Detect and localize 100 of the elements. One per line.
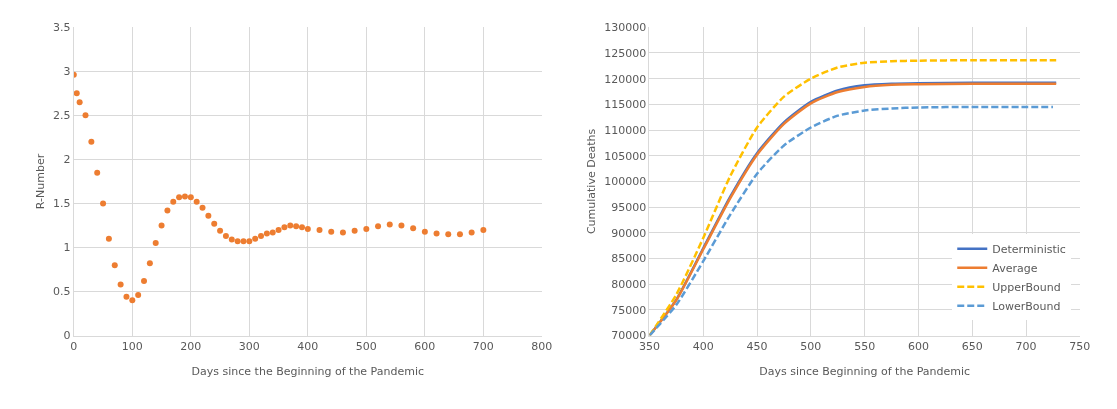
point xyxy=(129,297,136,304)
point xyxy=(304,226,311,233)
point xyxy=(433,230,440,237)
point xyxy=(152,240,159,247)
point xyxy=(258,233,265,240)
point xyxy=(328,228,335,235)
point xyxy=(298,224,305,231)
x-tick-label: 600 xyxy=(414,339,436,353)
x-tick-label: 300 xyxy=(238,339,260,353)
y-tick-label: 1.5 xyxy=(53,197,71,211)
y-tick-label: 3 xyxy=(63,65,71,79)
point xyxy=(363,226,370,233)
point xyxy=(176,194,183,201)
y-tick-label: 80000 xyxy=(611,278,647,292)
point xyxy=(263,230,270,237)
x-axis-title: Days since Beginning of the Pandemic xyxy=(759,365,971,378)
y-axis-title: Cumulative Deaths xyxy=(584,128,598,235)
y-tick-label: 2.5 xyxy=(53,109,71,123)
point xyxy=(222,233,229,240)
point xyxy=(111,262,118,269)
y-tick-label: 75000 xyxy=(611,303,647,317)
point xyxy=(421,228,428,235)
point xyxy=(217,227,224,234)
point xyxy=(410,225,417,232)
point xyxy=(73,90,80,97)
point xyxy=(158,222,165,229)
point xyxy=(193,198,200,205)
point xyxy=(269,229,276,236)
x-axis-title: Days since the Beginning of the Pandemic xyxy=(191,365,425,378)
x-tick-label: 600 xyxy=(907,339,929,353)
point xyxy=(181,193,188,200)
point xyxy=(164,207,171,214)
x-tick-label: 500 xyxy=(355,339,377,353)
y-tick-label: 130000 xyxy=(604,21,647,35)
point xyxy=(199,204,206,211)
point xyxy=(293,223,300,230)
y-tick-label: 85000 xyxy=(611,252,647,266)
y-tick-label: 2 xyxy=(63,153,71,167)
point xyxy=(205,212,212,219)
point xyxy=(375,223,382,230)
x-tick-label: 800 xyxy=(531,339,553,353)
y-tick-label: 1 xyxy=(63,241,71,255)
point xyxy=(123,293,130,300)
x-tick-label: 200 xyxy=(180,339,202,353)
legend-label: Average xyxy=(992,261,1038,275)
point xyxy=(339,229,346,236)
point xyxy=(480,226,487,233)
y-axis-title: R-Number xyxy=(33,153,47,210)
point xyxy=(135,292,142,299)
y-tick-label: 100000 xyxy=(604,175,647,189)
y-tick-label: 3.5 xyxy=(53,21,71,35)
point xyxy=(281,224,288,231)
point xyxy=(240,238,247,245)
x-tick-label: 750 xyxy=(1069,339,1091,353)
y-tick-label: 90000 xyxy=(611,226,647,240)
point xyxy=(246,238,253,245)
point xyxy=(445,231,452,238)
y-tick-label: 115000 xyxy=(604,98,647,112)
point xyxy=(287,222,294,229)
point xyxy=(398,222,405,229)
point xyxy=(141,277,148,284)
y-tick-label: 0.5 xyxy=(53,285,71,299)
legend-label: UpperBound xyxy=(992,280,1061,294)
point xyxy=(316,226,323,233)
point xyxy=(468,229,475,236)
x-tick-label: 500 xyxy=(800,339,822,353)
y-tick-label: 95000 xyxy=(611,200,647,214)
point xyxy=(100,200,107,207)
point xyxy=(76,99,83,106)
y-tick-label: 0 xyxy=(63,329,71,343)
point xyxy=(234,238,241,245)
point xyxy=(456,231,463,238)
point xyxy=(351,227,358,234)
x-tick-label: 700 xyxy=(472,339,494,353)
point xyxy=(275,226,282,233)
point xyxy=(386,221,393,228)
x-tick-label: 650 xyxy=(961,339,983,353)
point xyxy=(117,281,124,288)
point xyxy=(228,236,235,243)
point xyxy=(82,112,89,119)
x-tick-label: 700 xyxy=(1015,339,1037,353)
point xyxy=(88,138,95,145)
y-tick-label: 110000 xyxy=(604,123,647,137)
point xyxy=(146,260,153,267)
legend-label: LowerBound xyxy=(992,299,1061,313)
point xyxy=(105,235,112,242)
y-tick-label: 105000 xyxy=(604,149,647,163)
point xyxy=(170,198,177,205)
x-tick-label: 450 xyxy=(746,339,768,353)
legend-label: Deterministic xyxy=(992,242,1066,256)
y-tick-label: 120000 xyxy=(604,72,647,86)
x-tick-label: 550 xyxy=(854,339,876,353)
x-tick-label: 400 xyxy=(297,339,319,353)
y-tick-label: 125000 xyxy=(604,46,647,60)
point xyxy=(94,169,101,176)
point xyxy=(211,220,218,227)
point xyxy=(187,194,194,201)
point xyxy=(252,235,259,242)
x-tick-label: 100 xyxy=(121,339,143,353)
x-tick-label: 400 xyxy=(692,339,714,353)
